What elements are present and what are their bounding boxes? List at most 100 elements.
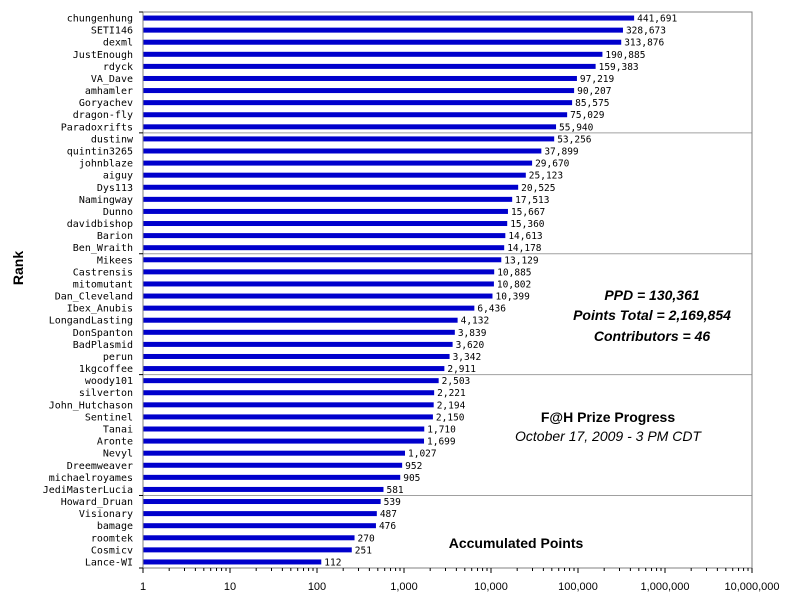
category-label: davidbishop (67, 219, 133, 230)
category-label: chungenhung (67, 14, 133, 25)
category-label: Sentinel (85, 412, 133, 423)
category-label: rdyck (103, 62, 133, 73)
bar (143, 39, 622, 45)
category-labels: chungenhungSETI146dexmlJustEnoughrdyckVA… (43, 14, 134, 569)
bar (143, 221, 508, 227)
value-label: 14,178 (507, 243, 542, 254)
category-label: Ben_Wraith (73, 243, 133, 254)
bar (143, 426, 425, 432)
category-label: amhamler (85, 86, 133, 97)
value-label: 952 (405, 461, 422, 472)
category-label: JustEnough (73, 50, 133, 61)
value-label: 55,940 (559, 122, 594, 133)
value-label: 251 (355, 545, 372, 556)
bar (143, 208, 508, 214)
value-label: 581 (386, 485, 403, 496)
value-label: 2,221 (437, 388, 466, 399)
category-label: John_Hutchason (49, 400, 133, 411)
x-tick-label: 1,000 (390, 581, 418, 593)
value-label: 905 (403, 473, 420, 484)
value-label: 313,876 (624, 38, 664, 49)
category-label: 1kgcoffee (79, 364, 133, 375)
chart-title: F@H Prize Progress (541, 409, 675, 425)
value-label: 6,436 (477, 304, 506, 315)
category-label: Dys113 (97, 183, 133, 194)
value-label: 15,360 (510, 219, 545, 230)
bar (143, 511, 377, 517)
category-label: Barion (97, 231, 133, 242)
value-label: 20,525 (521, 183, 555, 194)
value-label: 1,699 (427, 437, 456, 448)
bar (143, 535, 355, 541)
value-label: 270 (358, 533, 375, 544)
axes (139, 11, 753, 573)
bar (143, 462, 403, 468)
category-label: SETI146 (91, 26, 133, 37)
category-label: silverton (79, 388, 133, 399)
category-label: BadPlasmid (73, 340, 133, 351)
value-label: 112 (324, 557, 341, 568)
category-label: Lance-WI (85, 557, 133, 568)
bar (143, 293, 493, 299)
bar (143, 100, 573, 106)
category-label: LongandLasting (49, 316, 133, 327)
category-label: Dan_Cleveland (55, 292, 133, 303)
bar (143, 281, 494, 287)
category-label: quintin3265 (67, 147, 133, 158)
value-label: 10,885 (497, 267, 531, 278)
bar (143, 329, 455, 335)
value-label: 37,899 (544, 147, 579, 158)
accumulated-points-label: Accumulated Points (449, 535, 584, 551)
value-label: 10,802 (497, 279, 531, 290)
category-label: Tanai (103, 425, 133, 436)
category-label: mitomutant (73, 279, 133, 290)
value-label: 90,207 (577, 86, 611, 97)
bar (143, 523, 376, 529)
bar (143, 390, 435, 396)
bar (143, 317, 458, 323)
value-label: 13,129 (504, 255, 539, 266)
bar (143, 402, 434, 408)
bar (143, 124, 557, 130)
category-label: woody101 (85, 376, 133, 387)
value-label: 14,613 (508, 231, 542, 242)
contributors-annotation: Contributors = 46 (594, 328, 711, 344)
value-label: 75,029 (570, 110, 605, 121)
value-label: 1,710 (427, 425, 456, 436)
category-label: roomtek (91, 533, 133, 544)
value-label: 539 (384, 497, 401, 508)
bar (143, 547, 352, 553)
bar (143, 353, 450, 359)
value-label: 2,911 (447, 364, 476, 375)
value-label: 487 (380, 509, 397, 520)
category-label: dustinw (91, 134, 134, 145)
category-label: Namingway (79, 195, 133, 206)
points-total-annotation: Points Total = 2,169,854 (573, 307, 731, 323)
bar (143, 257, 502, 263)
bar (143, 148, 542, 154)
plot-frame (142, 11, 753, 569)
category-label: Dunno (103, 207, 133, 218)
value-label: 2,503 (442, 376, 471, 387)
category-label: Mikees (97, 255, 133, 266)
category-label: Aronte (97, 437, 133, 448)
bar (143, 414, 433, 420)
bar (143, 51, 603, 57)
bar (143, 233, 506, 239)
bar (143, 305, 475, 311)
value-label: 25,123 (529, 171, 563, 182)
value-label: 3,839 (458, 328, 487, 339)
bar (143, 160, 533, 166)
value-label: 10,399 (495, 292, 530, 303)
value-label: 3,342 (453, 352, 482, 363)
x-tick-label: 10 (224, 581, 236, 593)
category-label: Nevyl (103, 449, 133, 460)
value-label: 2,194 (437, 400, 466, 411)
category-label: Cosmicv (91, 545, 133, 556)
x-tick-label: 1,000,000 (641, 581, 690, 593)
bars (143, 15, 635, 565)
value-label: 476 (379, 521, 396, 532)
value-label: 53,256 (557, 134, 592, 145)
category-label: DonSpanton (73, 328, 133, 339)
x-tick-label: 100,000 (558, 581, 598, 593)
